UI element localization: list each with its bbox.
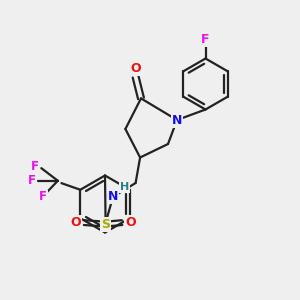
Text: F: F (28, 174, 36, 187)
Text: O: O (125, 216, 136, 229)
Text: F: F (39, 190, 47, 203)
Text: O: O (130, 62, 141, 75)
Text: O: O (70, 216, 81, 229)
Text: S: S (101, 218, 110, 231)
Text: F: F (201, 33, 210, 46)
Text: N: N (172, 113, 182, 127)
Text: N: N (108, 190, 118, 203)
Text: H: H (120, 182, 129, 192)
Text: F: F (31, 160, 39, 173)
